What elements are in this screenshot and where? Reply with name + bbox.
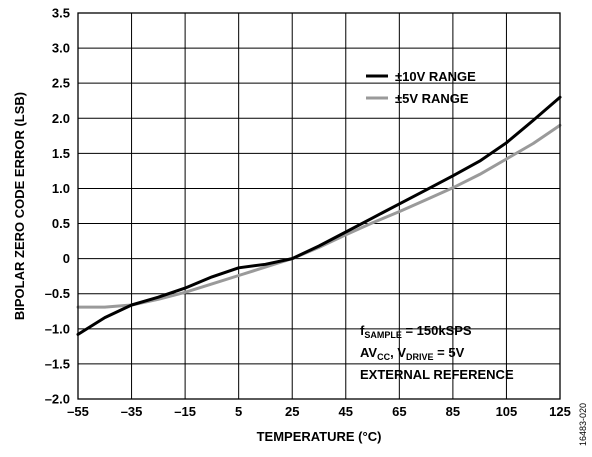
x-tick-label: 5: [235, 404, 242, 419]
note-sample-rate: fSAMPLE = 150kSPS: [360, 323, 472, 340]
x-tick-label: 25: [285, 404, 299, 419]
grid: [78, 13, 560, 399]
x-tick-label: 45: [339, 404, 353, 419]
note-f-rest: = 150kSPS: [402, 323, 472, 338]
y-tick-label: –1.5: [45, 356, 70, 371]
legend-label-5v: ±5V RANGE: [395, 91, 469, 106]
note-v-sub: DRIVE: [406, 352, 434, 362]
legend-label-10v: ±10V RANGE: [395, 69, 476, 84]
y-tick-label: 1.0: [52, 181, 70, 196]
x-axis-title: TEMPERATURE (°C): [257, 429, 382, 444]
y-axis-title: BIPOLAR ZERO CODE ERROR (LSB): [12, 92, 27, 320]
y-tick-label: –0.5: [45, 286, 70, 301]
y-tick-label: 0: [63, 251, 70, 266]
y-tick-labels: 3.5 3.0 2.5 2.0 1.5 1.0 0.5 0 –0.5 –1.0 –1.5 –2.0: [45, 6, 70, 407]
series-line-5v: [76, 123, 562, 309]
x-tick-label: 65: [392, 404, 406, 419]
y-tick-label: 3.0: [52, 41, 70, 56]
y-tick-label: –2.0: [45, 392, 70, 407]
x-tick-label: –35: [121, 404, 143, 419]
note-av-sub: CC: [377, 352, 390, 362]
y-tick-label: 2.5: [52, 76, 70, 91]
conditions-note: fSAMPLE = 150kSPS AVCC, VDRIVE = 5V EXTE…: [360, 323, 514, 382]
legend: ±10V RANGE ±5V RANGE: [366, 69, 476, 106]
figure-id: 16483-020: [578, 403, 588, 446]
note-supply: AVCC, VDRIVE = 5V: [360, 345, 465, 362]
series-group: [76, 95, 562, 336]
note-reference: EXTERNAL REFERENCE: [360, 367, 514, 382]
note-v: , V: [390, 345, 406, 360]
x-tick-label: 105: [496, 404, 518, 419]
note-f-sub: SAMPLE: [364, 330, 402, 340]
note-av: AV: [360, 345, 377, 360]
y-tick-label: 1.5: [52, 146, 70, 161]
y-tick-label: 3.5: [52, 6, 70, 21]
x-tick-labels: –55 –35 –15 5 25 45 65 85 105 125: [67, 404, 571, 419]
series-line-10v: [76, 95, 562, 336]
y-tick-label: –1.0: [45, 321, 70, 336]
x-tick-label: –15: [174, 404, 196, 419]
x-tick-label: 85: [446, 404, 460, 419]
y-tick-label: 0.5: [52, 216, 70, 231]
x-tick-label: 125: [549, 404, 571, 419]
x-tick-label: –55: [67, 404, 89, 419]
note-f: f: [360, 323, 365, 338]
plot-frame: [77, 12, 561, 400]
note-v-rest: = 5V: [434, 345, 465, 360]
y-tick-label: 2.0: [52, 111, 70, 126]
